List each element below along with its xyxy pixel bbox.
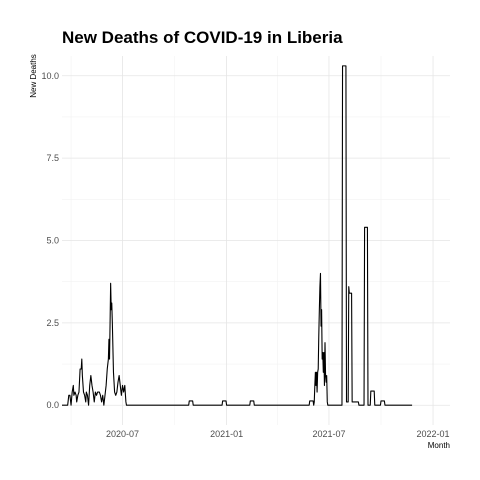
x-tick-label: 2020-07 <box>106 429 139 439</box>
y-tick-label: 2.5 <box>46 318 59 328</box>
series-layer <box>62 65 413 406</box>
y-tick-label: 0.0 <box>46 400 59 410</box>
y-tick-label: 7.5 <box>46 153 59 163</box>
x-tick-label: 2022-01 <box>417 429 450 439</box>
y-tick-label: 10.0 <box>41 71 59 81</box>
x-tick-label: 2021-07 <box>312 429 345 439</box>
x-axis-title: Month <box>428 441 450 450</box>
series-line-new-deaths <box>62 65 413 406</box>
y-axis-title: New Deaths <box>29 54 38 98</box>
x-tick-label: 2021-01 <box>210 429 243 439</box>
y-tick-label: 5.0 <box>46 236 59 246</box>
tick-labels: 2020-07 2021-01 2021-07 2022-01 0.0 2.5 5.0 7.5… <box>41 71 449 439</box>
chart-title: New Deaths of COVID-19 in Liberia <box>62 28 343 47</box>
